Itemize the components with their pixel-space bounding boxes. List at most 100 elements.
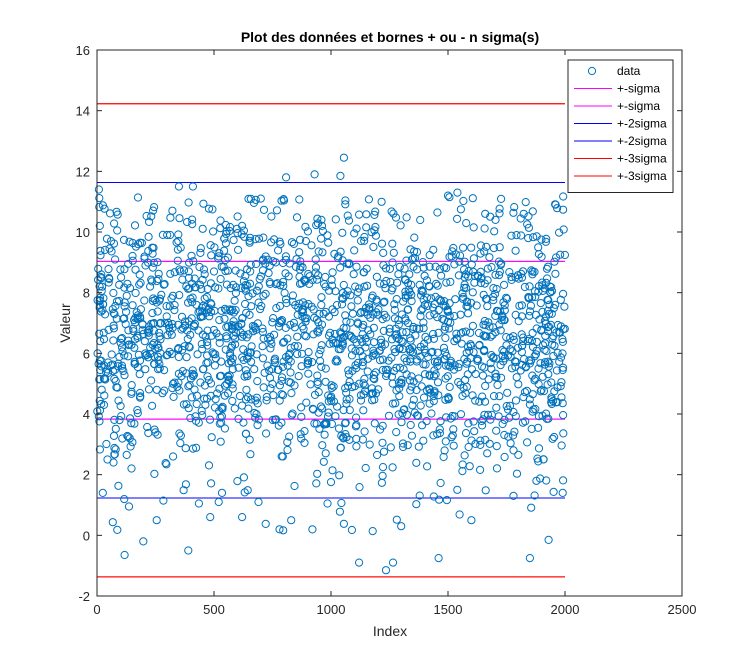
data-point: [560, 324, 569, 333]
data-point: [116, 401, 125, 411]
data-point: [153, 307, 162, 316]
data-point: [338, 333, 347, 342]
data-point: [186, 414, 195, 423]
data-point: [541, 358, 550, 367]
data-point: [338, 228, 347, 237]
data-point: [534, 444, 544, 453]
data-point: [177, 372, 186, 381]
data-point: [304, 269, 313, 279]
data-point: [207, 433, 216, 442]
data-point: [140, 337, 149, 346]
data-point: [282, 298, 291, 308]
data-point: [210, 243, 219, 252]
data-point: [148, 263, 157, 272]
data-point: [253, 421, 262, 430]
data-point: [439, 452, 448, 462]
data-point: [555, 357, 564, 366]
data-point: [266, 344, 275, 353]
data-point: [334, 424, 344, 433]
data-point: [412, 500, 421, 509]
data-point: [287, 389, 296, 398]
data-point: [455, 257, 464, 266]
data-point: [135, 388, 145, 398]
data-point: [183, 326, 192, 335]
data-point: [385, 324, 394, 333]
data-point: [144, 322, 153, 331]
data-point: [161, 459, 170, 468]
data-point: [306, 380, 315, 389]
data-point: [148, 401, 157, 410]
data-point: [155, 364, 164, 373]
data-point: [483, 449, 492, 458]
data-point: [186, 294, 195, 303]
data-point: [310, 170, 319, 179]
data-point: [258, 342, 267, 351]
data-point: [309, 305, 318, 314]
data-point: [215, 384, 224, 393]
data-point: [109, 308, 118, 318]
data-point: [276, 281, 285, 290]
data-point: [290, 481, 299, 491]
data-point: [301, 237, 310, 246]
data-point: [137, 238, 146, 248]
y-tick-label: 0: [83, 528, 90, 543]
data-point: [241, 281, 250, 290]
data-point: [545, 359, 554, 368]
data-point: [525, 307, 535, 316]
data-point: [451, 295, 460, 304]
data-point: [238, 314, 247, 323]
data-point: [463, 370, 472, 379]
data-point: [462, 297, 471, 307]
data-point: [104, 325, 113, 334]
data-point: [313, 219, 323, 228]
data-point: [125, 284, 135, 293]
data-point: [147, 212, 156, 221]
data-point: [360, 381, 369, 390]
data-point: [450, 337, 459, 346]
data-point: [197, 406, 206, 415]
data-point: [254, 234, 264, 243]
data-point: [505, 268, 514, 277]
data-point: [236, 328, 245, 337]
data-point: [463, 302, 472, 311]
data-point: [538, 281, 547, 290]
data-point: [476, 440, 485, 449]
data-point: [542, 476, 551, 485]
data-point: [267, 212, 276, 221]
data-point: [368, 351, 377, 360]
data-point: [293, 350, 302, 359]
data-point: [117, 412, 126, 421]
data-point: [247, 357, 256, 366]
data-point: [290, 381, 299, 390]
data-point: [197, 339, 206, 349]
data-point: [142, 350, 151, 359]
data-point: [541, 331, 550, 340]
data-point: [517, 273, 527, 282]
data-point: [382, 276, 391, 286]
data-point: [414, 374, 423, 383]
data-point: [317, 234, 326, 243]
data-point: [124, 326, 133, 335]
data-point: [215, 338, 224, 347]
data-point: [453, 335, 462, 344]
data-point: [277, 376, 286, 385]
x-axis-label: Index: [373, 623, 407, 639]
data-point: [408, 401, 417, 410]
data-point: [172, 238, 181, 247]
data-point: [209, 267, 219, 276]
legend-label-3: +-2sigma: [617, 117, 667, 131]
data-point: [316, 346, 325, 355]
data-point: [511, 412, 520, 421]
data-point: [454, 271, 463, 280]
data-point: [324, 331, 334, 340]
data-point: [441, 374, 450, 383]
data-point: [217, 418, 226, 427]
y-tick-label: 14: [76, 104, 90, 119]
data-point: [174, 182, 183, 191]
data-point: [358, 338, 367, 347]
data-point: [338, 294, 348, 303]
data-point: [522, 386, 532, 395]
data-point: [297, 307, 306, 316]
data-point: [407, 382, 416, 391]
data-point: [458, 467, 467, 476]
